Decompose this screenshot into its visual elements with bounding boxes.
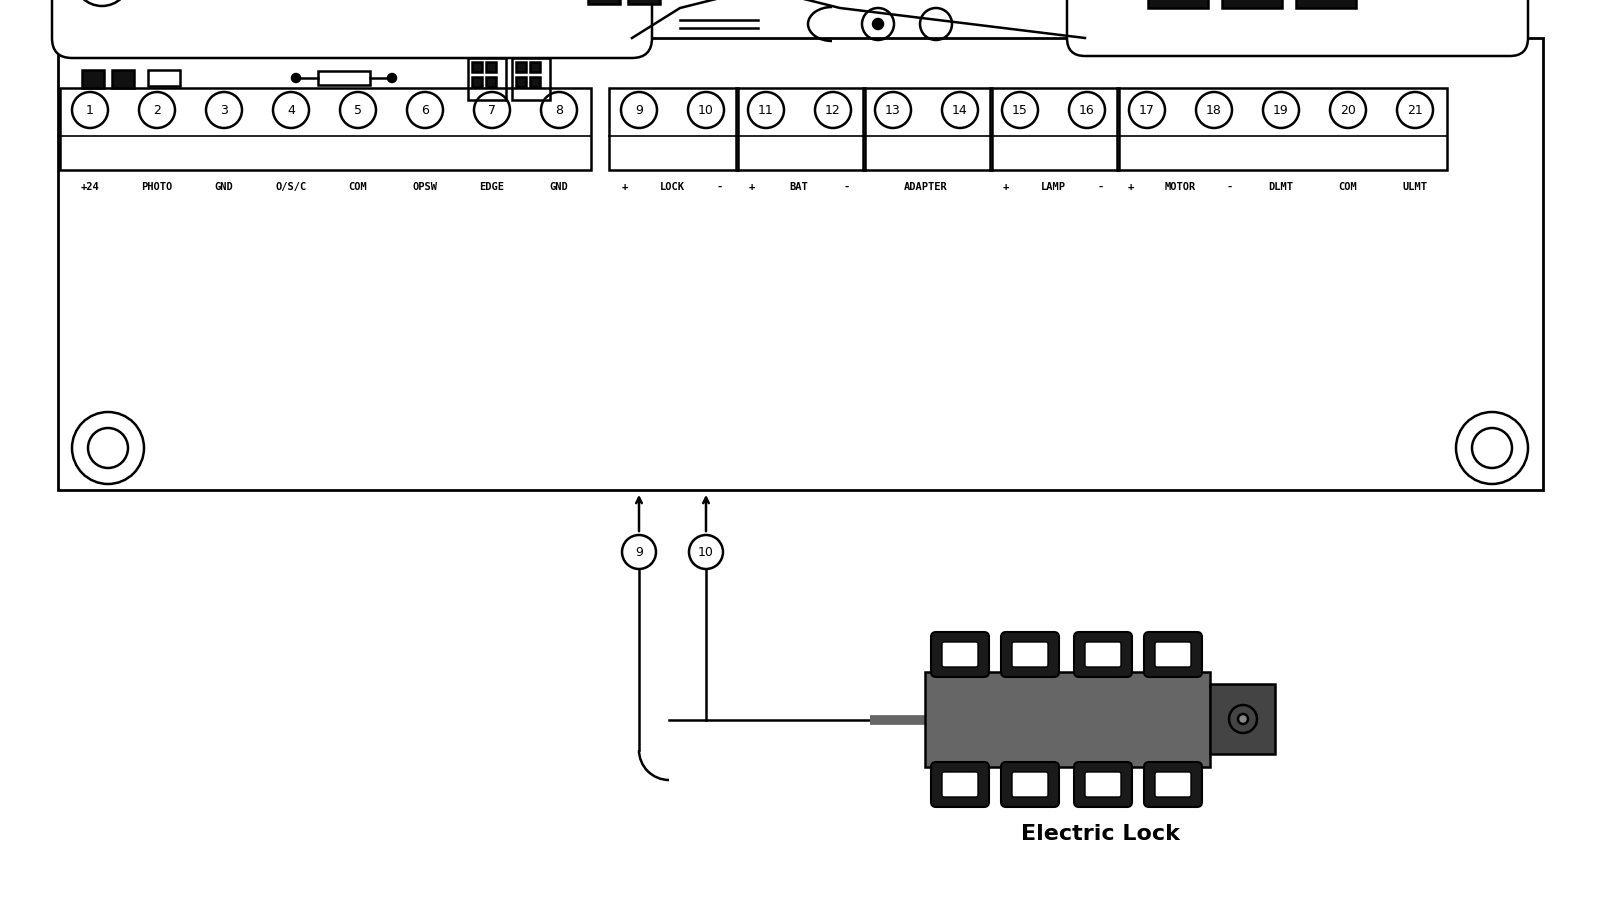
Text: 10: 10 [698, 545, 714, 559]
FancyBboxPatch shape [931, 632, 989, 677]
Bar [1222, 0, 1282, 8]
Text: 9: 9 [635, 104, 643, 116]
Text: GND: GND [550, 182, 568, 192]
Text: LOCK: LOCK [659, 182, 685, 192]
Bar [1117, 88, 1446, 170]
Text: 2: 2 [154, 104, 162, 116]
FancyBboxPatch shape [1144, 762, 1202, 807]
Text: 5: 5 [354, 104, 362, 116]
Bar [925, 672, 1210, 767]
FancyBboxPatch shape [1085, 772, 1122, 797]
Text: EDGE: EDGE [480, 182, 504, 192]
Text: 10: 10 [698, 104, 714, 116]
Text: COM: COM [349, 182, 368, 192]
Bar [58, 38, 1542, 490]
Text: DLMT: DLMT [1269, 182, 1293, 192]
FancyBboxPatch shape [942, 642, 978, 667]
Text: 20: 20 [1341, 104, 1355, 116]
Bar [82, 70, 104, 88]
FancyBboxPatch shape [1074, 762, 1133, 807]
Bar [61, 88, 590, 170]
Text: OPSW: OPSW [413, 182, 437, 192]
Text: 14: 14 [952, 104, 968, 116]
Text: O/S/C: O/S/C [275, 182, 307, 192]
Text: 8: 8 [555, 104, 563, 116]
Text: -: - [717, 182, 723, 192]
FancyBboxPatch shape [1002, 632, 1059, 677]
FancyBboxPatch shape [1067, 0, 1528, 56]
Bar [862, 88, 992, 170]
Text: 12: 12 [826, 104, 842, 116]
Text: 18: 18 [1206, 104, 1222, 116]
Bar [515, 62, 526, 72]
Text: 15: 15 [1013, 104, 1027, 116]
Text: MOTOR: MOTOR [1165, 182, 1195, 192]
Text: GND: GND [214, 182, 234, 192]
FancyBboxPatch shape [1155, 772, 1190, 797]
Text: +: + [749, 182, 755, 192]
FancyBboxPatch shape [931, 762, 989, 807]
Text: 17: 17 [1139, 104, 1155, 116]
Text: 6: 6 [421, 104, 429, 116]
Bar [1296, 0, 1357, 8]
Text: 1: 1 [86, 104, 94, 116]
Circle shape [291, 74, 301, 82]
Text: 19: 19 [1274, 104, 1290, 116]
Text: 3: 3 [221, 104, 227, 116]
Bar [512, 58, 550, 100]
Bar [472, 62, 482, 72]
Text: +: + [1128, 182, 1134, 192]
Text: 13: 13 [885, 104, 901, 116]
Circle shape [874, 19, 883, 29]
FancyBboxPatch shape [1155, 642, 1190, 667]
Bar [610, 88, 738, 170]
FancyBboxPatch shape [942, 772, 978, 797]
Bar [736, 88, 866, 170]
Bar [589, 0, 621, 4]
FancyBboxPatch shape [1013, 642, 1048, 667]
Bar [147, 70, 179, 86]
Bar [467, 58, 506, 100]
Circle shape [1238, 714, 1248, 724]
Text: 9: 9 [635, 545, 643, 559]
FancyBboxPatch shape [1002, 762, 1059, 807]
Text: ULMT: ULMT [1403, 182, 1427, 192]
Text: 11: 11 [758, 104, 774, 116]
Bar [486, 62, 496, 72]
Text: +: + [1003, 182, 1010, 192]
Bar [990, 88, 1118, 170]
Text: 7: 7 [488, 104, 496, 116]
Bar [530, 77, 541, 87]
Text: PHOTO: PHOTO [141, 182, 173, 192]
Bar [627, 0, 661, 4]
Bar [112, 70, 134, 88]
Text: -: - [1227, 182, 1234, 192]
FancyBboxPatch shape [1085, 642, 1122, 667]
Bar [530, 62, 541, 72]
Bar [318, 71, 370, 85]
Text: BAT: BAT [790, 182, 808, 192]
FancyBboxPatch shape [1074, 632, 1133, 677]
Bar [472, 77, 482, 87]
Bar [1149, 0, 1208, 8]
Text: 21: 21 [1406, 104, 1422, 116]
FancyBboxPatch shape [1013, 772, 1048, 797]
Text: LAMP: LAMP [1040, 182, 1066, 192]
Text: Electric Lock: Electric Lock [1021, 824, 1179, 844]
Text: ADAPTER: ADAPTER [904, 182, 947, 192]
Bar [486, 77, 496, 87]
Bar [515, 77, 526, 87]
Text: 4: 4 [286, 104, 294, 116]
FancyBboxPatch shape [51, 0, 653, 58]
Text: -: - [1098, 182, 1104, 192]
Bar [1210, 684, 1275, 754]
Circle shape [387, 74, 397, 82]
Text: +: + [622, 182, 629, 192]
Text: +24: +24 [80, 182, 99, 192]
Text: -: - [843, 182, 850, 192]
FancyBboxPatch shape [1144, 632, 1202, 677]
Text: COM: COM [1339, 182, 1357, 192]
Text: 16: 16 [1078, 104, 1094, 116]
